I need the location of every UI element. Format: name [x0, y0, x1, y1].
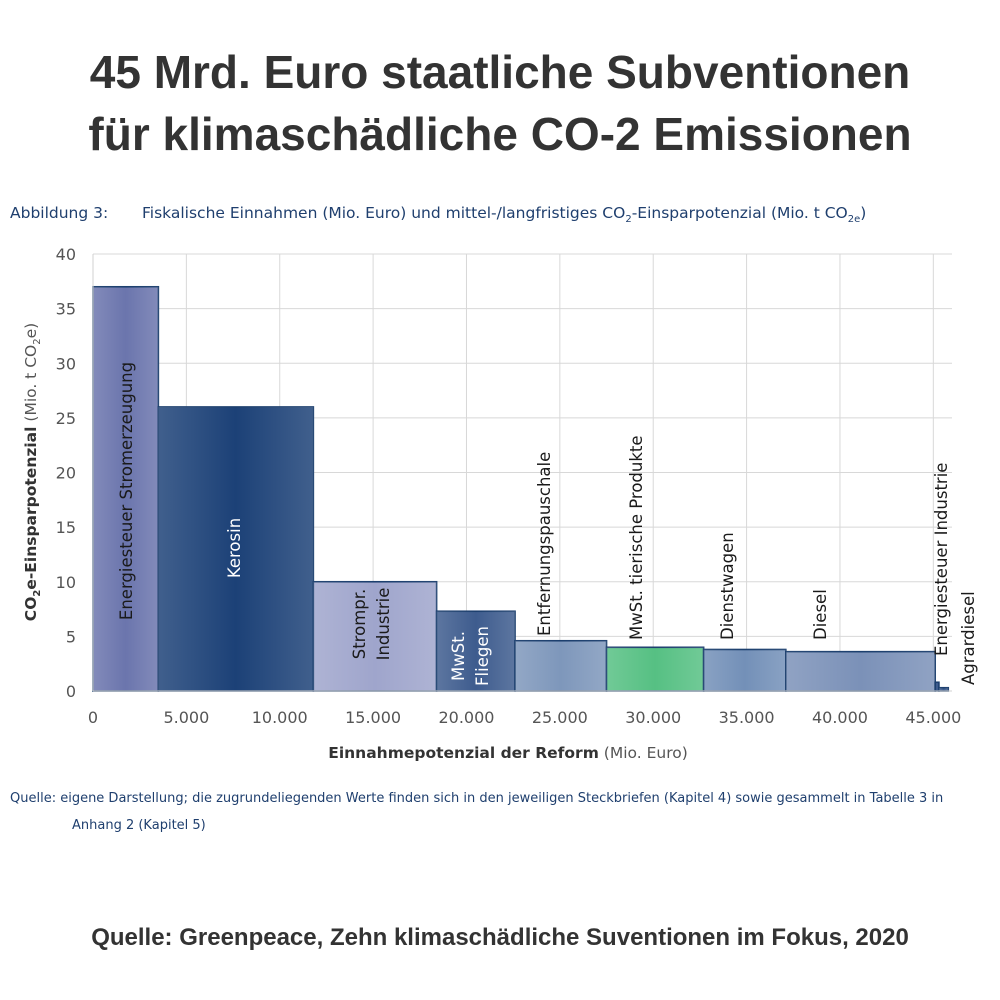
- bar-label: Agrardiesel: [959, 591, 978, 685]
- bar-label: Dienstwagen: [718, 532, 737, 640]
- x-axis-label-unit: (Mio. Euro): [599, 744, 688, 762]
- bar-sheen: [515, 640, 607, 691]
- x-tick-label: 35.000: [719, 708, 775, 727]
- y-axis-label-unit-post: e): [22, 323, 40, 339]
- x-tick-label: 40.000: [812, 708, 868, 727]
- main-source: Quelle: Greenpeace, Zehn klimaschädliche…: [91, 924, 909, 951]
- bar-label: Fliegen: [473, 626, 492, 686]
- bar-label: Entfernungspauschale: [535, 452, 554, 636]
- figure-title-sub-2: 2e: [847, 214, 861, 226]
- x-axis-label: Einnahmepotenzial der Reform (Mio. Euro): [328, 744, 688, 762]
- y-tick-label: 20: [56, 464, 76, 483]
- x-tick-label: 5.000: [163, 708, 209, 727]
- figure-title-main: Fiskalische Einnahmen (Mio. Euro) und mi…: [142, 204, 626, 222]
- bar-sheen: [313, 581, 437, 691]
- bar-label: Strompr.: [350, 589, 369, 660]
- axes: 0 5 10 15 20 25 30 35 40 0 5.000 10.000 15.000 20.000…: [56, 245, 962, 727]
- figure-title-mid: -Einsparpotenzial (Mio. t CO: [631, 204, 848, 222]
- bar-label: Industrie: [374, 588, 393, 661]
- figure-source-line-1: Quelle: eigene Darstellung; die zugrunde…: [10, 791, 944, 806]
- x-tick-label: 25.000: [532, 708, 588, 727]
- bar-label: MwSt.: [449, 631, 468, 681]
- y-tick-label: 30: [56, 354, 76, 373]
- y-axis-label-unit-pre: (Mio. t CO: [22, 345, 40, 427]
- bar-label: Energiesteuer Industrie: [932, 463, 951, 656]
- y-axis-label-unit-sub: 2: [32, 338, 43, 344]
- figure-title-sub-1: 2: [625, 214, 632, 226]
- figure-source-line-2: Anhang 2 (Kapitel 5): [72, 818, 206, 833]
- bar-label: Diesel: [811, 589, 830, 640]
- y-axis-label-bold-post: e-Einsparpotenzial: [22, 427, 40, 590]
- bar-sheen: [703, 649, 786, 691]
- bar-sheen: [436, 611, 516, 691]
- bar-labels: Energiesteuer Stromerzeugung Kerosin Strom…: [117, 362, 978, 686]
- bar-sheen: [785, 651, 936, 691]
- figure-label: Abbildung 3:: [10, 204, 109, 222]
- bar-label: Kerosin: [225, 518, 244, 578]
- x-tick-label: 15.000: [345, 708, 401, 727]
- headline-line-1: 45 Mrd. Euro staatliche Subventionen: [89, 46, 911, 98]
- headline-line-2: für klimaschädliche CO-2 Emissionen: [88, 108, 912, 160]
- bars: [92, 285, 950, 692]
- y-axis-label: CO2e-Einsparpotenzial (Mio. t CO2e): [22, 323, 43, 621]
- bar-sheen: [938, 687, 949, 691]
- bar-sheen: [93, 286, 159, 691]
- y-tick-label: 10: [56, 573, 76, 592]
- bar-label: Energiesteuer Stromerzeugung: [117, 362, 136, 620]
- x-tick-label: 10.000: [252, 708, 308, 727]
- bar-sheen: [606, 647, 704, 691]
- y-tick-label: 40: [56, 245, 76, 264]
- y-tick-label: 15: [56, 518, 76, 537]
- y-tick-label: 0: [66, 682, 76, 701]
- y-axis-label-bold-sub: 2: [32, 590, 43, 597]
- figure-title: Abbildung 3: Fiskalische Einnahmen (Mio. …: [10, 204, 866, 225]
- figure-title-end: ): [860, 204, 867, 222]
- x-tick-label: 30.000: [625, 708, 681, 727]
- x-axis-label-bold: Einnahmepotenzial der Reform: [328, 744, 599, 762]
- y-axis-label-bold-pre: CO: [22, 597, 40, 622]
- y-tick-label: 25: [56, 409, 76, 428]
- x-tick-label: 45.000: [905, 708, 961, 727]
- x-tick-label: 0: [88, 708, 98, 727]
- y-tick-label: 5: [66, 627, 76, 646]
- x-tick-label: 20.000: [438, 708, 494, 727]
- y-tick-label: 35: [56, 300, 76, 319]
- bar-label: MwSt. tierische Produkte: [627, 435, 646, 640]
- bar-sheen: [158, 406, 314, 691]
